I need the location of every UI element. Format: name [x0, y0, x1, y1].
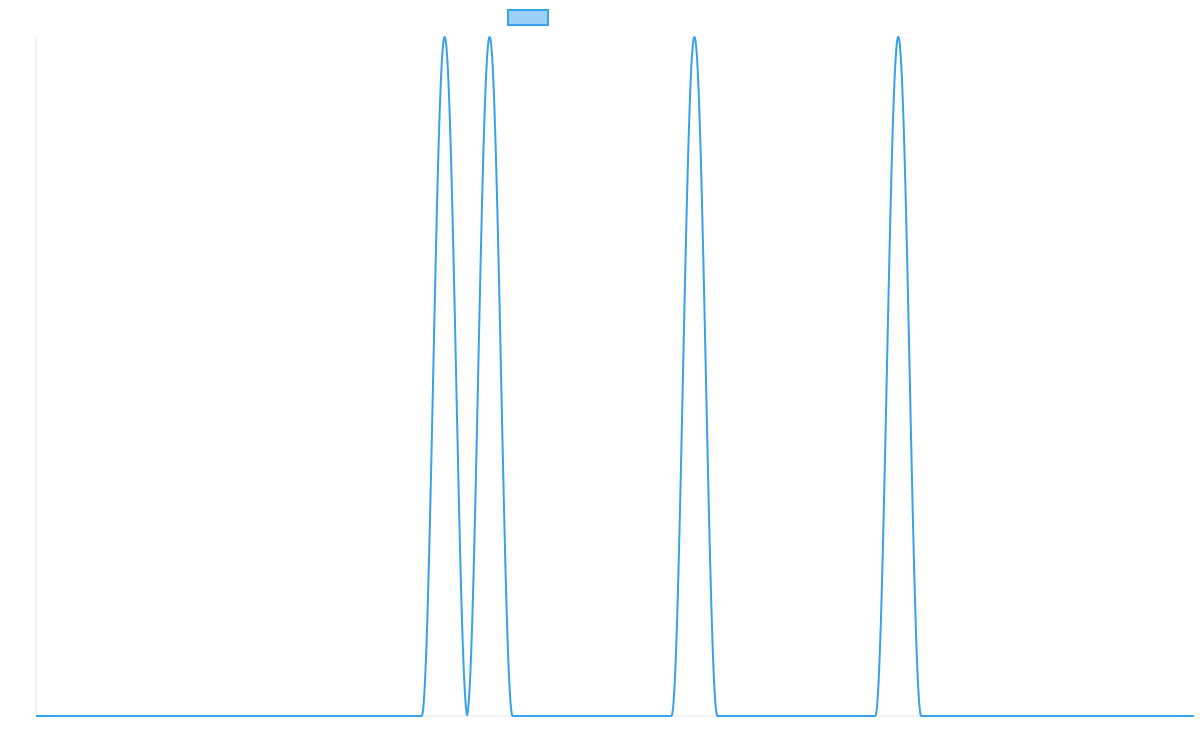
chart-axes	[35, 37, 1194, 717]
series-layer	[35, 36, 1195, 717]
series-line-0	[35, 36, 1195, 717]
legend-swatch-0[interactable]	[507, 9, 549, 26]
chart-legend[interactable]	[507, 9, 549, 26]
